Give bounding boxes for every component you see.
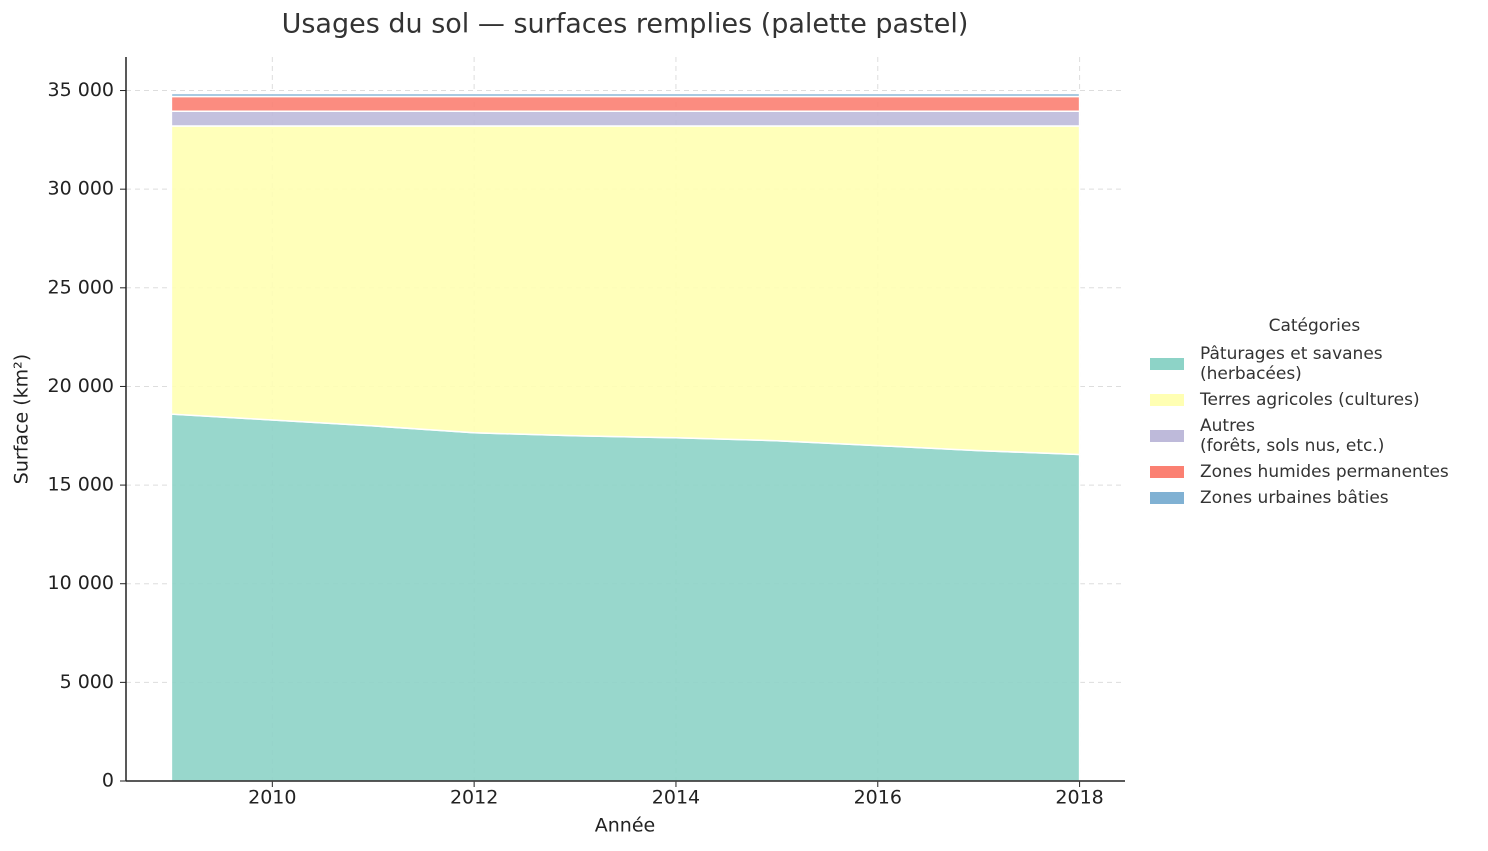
area [170, 110, 1081, 127]
legend-entry: Pâturages et savanes (herbacées) [1150, 344, 1449, 384]
y-tick-label: 30 000 [48, 178, 114, 200]
x-tick-label: 2012 [450, 787, 498, 809]
y-tick-label: 5 000 [60, 671, 114, 693]
legend-swatch [1150, 430, 1184, 442]
y-tick-label: 10 000 [48, 572, 114, 594]
legend-title: Catégories [1268, 316, 1361, 336]
area [170, 125, 1081, 456]
y-axis-label: Surface (km²) [11, 354, 33, 484]
legend-entry: Autres (forêts, sols nus, etc.) [1150, 416, 1449, 456]
x-tick-label: 2010 [248, 787, 296, 809]
area [170, 92, 1081, 98]
y-tick-label: 35 000 [48, 79, 114, 101]
legend-label: Zones humides permanentes [1200, 462, 1449, 482]
legend-entry: Zones urbaines bâties [1150, 488, 1449, 508]
y-tick-label: 15 000 [48, 474, 114, 496]
legend-swatch [1150, 394, 1184, 406]
legend-entry: Zones humides permanentes [1150, 462, 1449, 482]
y-tick-label: 20 000 [48, 375, 114, 397]
legend: Catégories Pâturages et savanes (herbacé… [1150, 316, 1449, 514]
legend-entry: Terres agricoles (cultures) [1150, 390, 1449, 410]
legend-label: Zones urbaines bâties [1200, 488, 1389, 508]
legend-label: Autres (forêts, sols nus, etc.) [1200, 416, 1385, 456]
x-axis-label: Année [595, 815, 655, 837]
area [170, 413, 1081, 782]
chart-title: Usages du sol — surfaces remplies (palet… [282, 9, 969, 40]
x-tick-label: 2018 [1055, 787, 1103, 809]
legend-swatch [1150, 466, 1184, 478]
area [170, 95, 1081, 113]
y-tick-label: 0 [102, 770, 114, 792]
legend-swatch [1150, 358, 1184, 370]
legend-label: Terres agricoles (cultures) [1200, 390, 1420, 410]
y-tick-label: 25 000 [48, 276, 114, 298]
legend-swatch [1150, 492, 1184, 504]
legend-label: Pâturages et savanes (herbacées) [1200, 344, 1383, 384]
x-tick-label: 2014 [652, 787, 700, 809]
x-tick-label: 2016 [854, 787, 902, 809]
